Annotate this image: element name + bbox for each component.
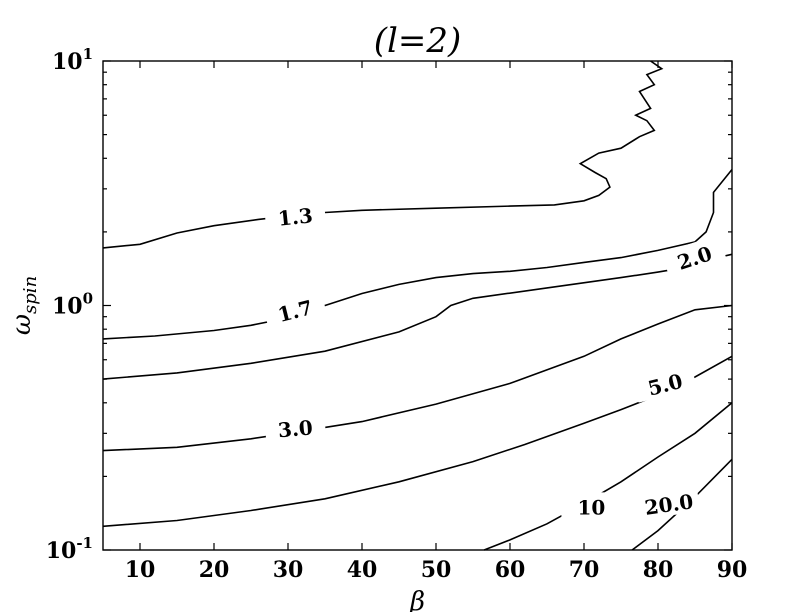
contour-lines [102, 60, 733, 551]
contour-label-10: 10 [577, 495, 605, 519]
y-axis-label: ωspin [7, 276, 41, 335]
y-tick-label: 100 [52, 290, 93, 320]
x-tick-label: 50 [421, 557, 452, 583]
contour-label-gap [661, 234, 727, 278]
contour-label-2.0: 2.0 [674, 241, 715, 275]
y-axis-ticks: 10-1 100 101 [46, 45, 732, 564]
contour-label-gap [264, 411, 327, 443]
x-tick-label: 30 [273, 557, 304, 583]
contour-line-2.0 [102, 253, 733, 380]
contour-line-1.7 [102, 168, 733, 340]
chart-title: (l=2) [374, 21, 462, 61]
contour-labels: 1.31.72.03.05.010 20.0 [262, 198, 727, 520]
y-tick-label: 10-1 [46, 534, 93, 564]
contour-label-gap [262, 289, 327, 330]
y-tick-label: 101 [52, 45, 93, 75]
x-tick-label: 10 [125, 557, 156, 583]
x-tick-label: 70 [569, 557, 600, 583]
contour-label-gap [263, 198, 327, 232]
x-tick-label: 60 [495, 557, 526, 583]
contour-label-gap [637, 485, 701, 520]
contour-label-gap [561, 492, 622, 519]
contour-line-1.3 [102, 60, 664, 249]
plot-frame [102, 60, 733, 551]
x-tick-label: 90 [717, 557, 748, 583]
x-tick-label: 80 [643, 557, 674, 583]
x-tick-label: 20 [199, 557, 230, 583]
x-axis-ticks: 10 20 30 40 50 60 70 80 90 [125, 61, 748, 583]
contour-line-10 [483, 402, 733, 551]
contour-label-3.0: 3.0 [277, 415, 314, 442]
x-tick-label: 40 [347, 557, 378, 583]
x-axis-label: β [409, 587, 425, 612]
contour-line-3.0 [102, 304, 733, 452]
contour-label-gap [632, 362, 697, 403]
contour-label-1.3: 1.3 [277, 203, 314, 231]
